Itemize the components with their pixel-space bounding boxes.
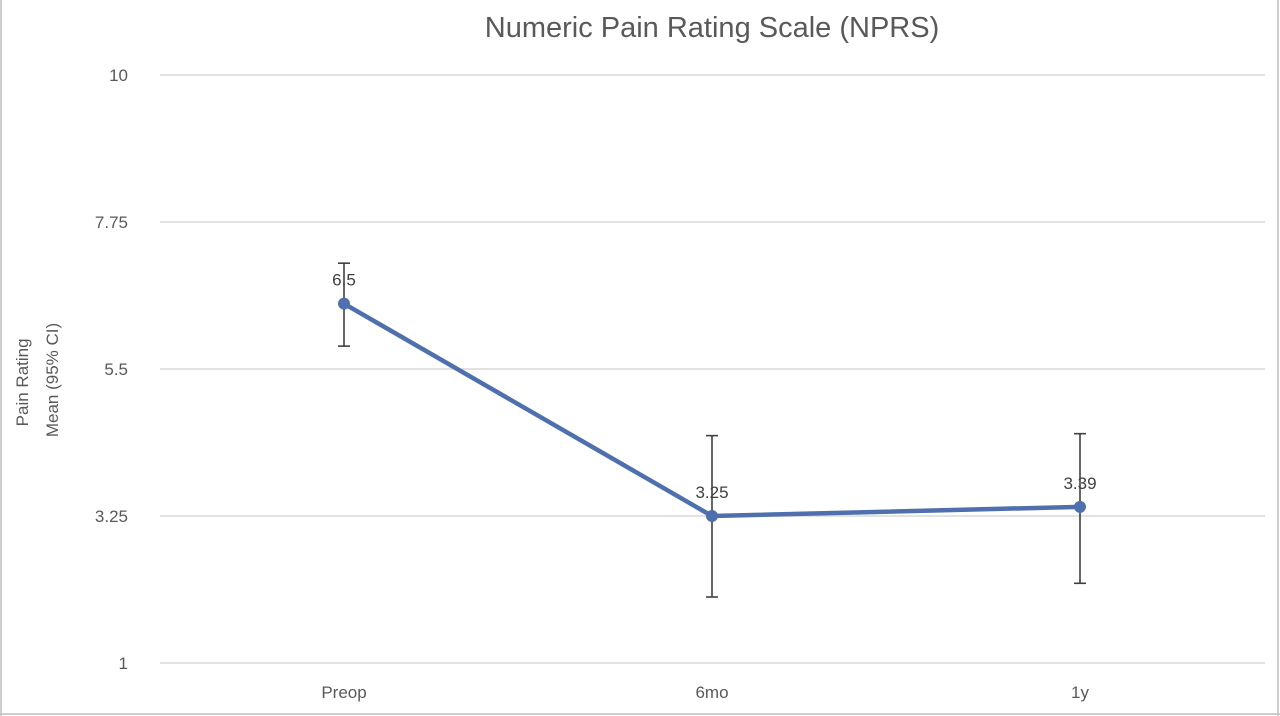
x-tick-label: 6mo [695,683,728,702]
error-bars [338,262,1086,598]
y-tick-label: 7.75 [95,213,128,232]
y-tick-label: 1 [119,654,128,673]
data-labels: 6.5 3.25 3.39 [332,271,1096,502]
y-axis-ticks: 1 3.25 5.5 7.75 10 [95,66,128,673]
data-label: 3.25 [695,483,728,502]
x-tick-label: 1y [1071,683,1089,702]
data-points [338,297,1086,522]
data-label: 3.39 [1063,474,1096,493]
y-tick-label: 5.5 [104,360,128,379]
x-tick-label: Preop [321,683,366,702]
y-axis-label-line-1: Pain Rating [13,338,32,426]
data-label: 6.5 [332,271,356,290]
x-axis-ticks: Preop 6mo 1y [321,683,1089,702]
y-tick-label: 10 [109,66,128,85]
data-point [338,297,350,310]
y-tick-label: 3.25 [95,507,128,526]
y-axis-label-line-2: Mean (95% CI) [43,323,62,437]
data-point [1074,500,1086,513]
chart-title: Numeric Pain Rating Scale (NPRS) [485,12,939,44]
y-axis-label: Pain Rating Mean (95% CI) [13,323,62,437]
data-point [706,510,718,522]
